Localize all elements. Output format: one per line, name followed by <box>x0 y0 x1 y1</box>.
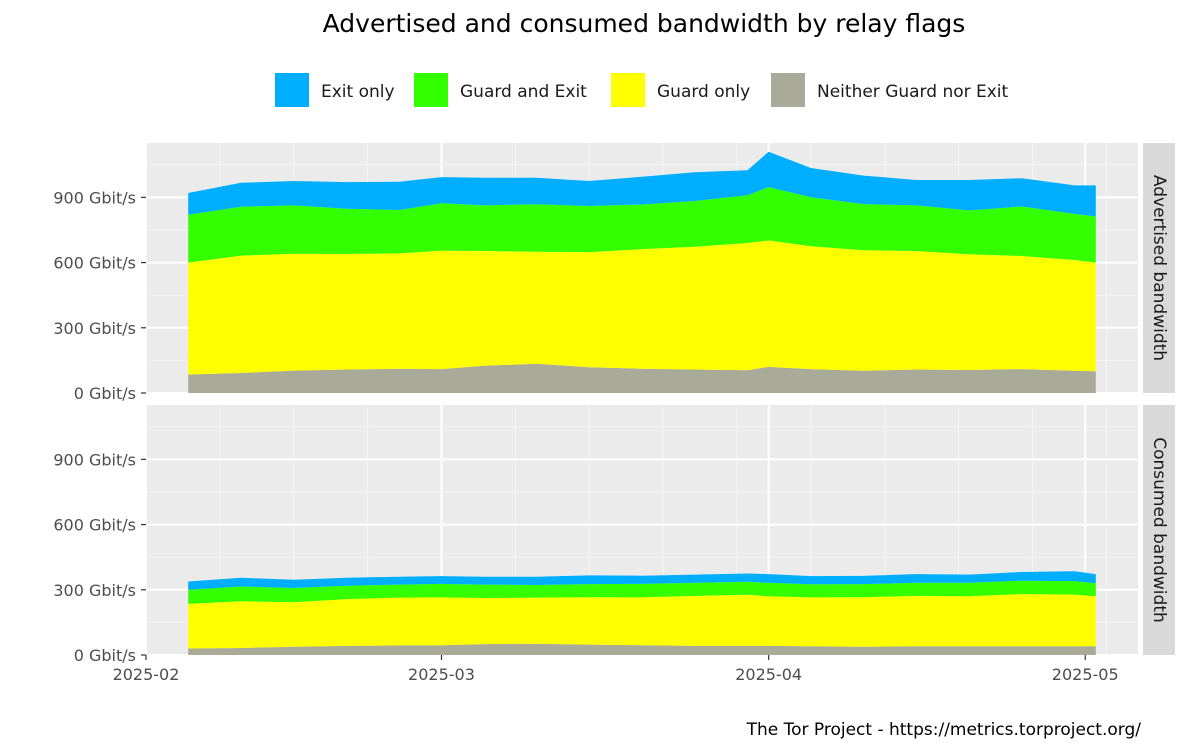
legend-label-guard-and-exit: Guard and Exit <box>460 82 587 102</box>
x-tick-label: 2025-05 <box>1052 665 1119 684</box>
y-tick-label: 900 Gbit/s <box>53 188 136 207</box>
y-tick-label: 600 Gbit/s <box>53 516 136 535</box>
facet-strip-label: Advertised bandwidth <box>1149 175 1169 361</box>
x-tick-label: 2025-02 <box>113 665 180 684</box>
legend-swatch-exit-only <box>275 73 309 107</box>
legend-swatch-neither <box>771 73 805 107</box>
area-neither <box>188 643 1096 655</box>
legend-label-guard-only: Guard only <box>657 82 750 102</box>
x-tick-label: 2025-04 <box>735 665 802 684</box>
y-tick-label: 300 Gbit/s <box>53 319 136 338</box>
legend-swatch-guard-and-exit <box>414 73 448 107</box>
legend-label-exit-only: Exit only <box>321 82 395 102</box>
facet-strip <box>1143 405 1175 655</box>
legend-label-neither: Neither Guard nor Exit <box>817 82 1009 102</box>
area-exit-only <box>188 151 1096 217</box>
legend: Exit only Guard and Exit Guard only Neit… <box>275 73 1009 107</box>
y-tick-label: 0 Gbit/s <box>74 646 136 665</box>
area-guard-only <box>188 594 1096 649</box>
chart-title: Advertised and consumed bandwidth by rel… <box>323 9 966 38</box>
area-guard-and-exit <box>188 187 1096 263</box>
y-tick-label: 0 Gbit/s <box>74 384 136 403</box>
facet-strip-label: Consumed bandwidth <box>1149 437 1169 623</box>
area-exit-only <box>188 571 1096 590</box>
legend-swatch-guard-only <box>611 73 645 107</box>
panel-advertised: 0 Gbit/s 300 Gbit/s 600 Gbit/s 900 Gbit/s Ad… <box>53 143 1175 403</box>
area-guard-only <box>188 240 1096 375</box>
panel-consumed: 0 Gbit/s 300 Gbit/s 600 Gbit/s 900 Gbit/s Co… <box>53 405 1175 665</box>
y-tick-label: 900 Gbit/s <box>53 450 136 469</box>
area-neither <box>188 363 1096 393</box>
facet-strip <box>1143 143 1175 393</box>
x-tick-label: 2025-03 <box>408 665 475 684</box>
y-tick-label: 600 Gbit/s <box>53 254 136 273</box>
chart-caption: The Tor Project - https://metrics.torpro… <box>746 720 1142 740</box>
y-tick-label: 300 Gbit/s <box>53 581 136 600</box>
area-guard-and-exit <box>188 580 1096 604</box>
